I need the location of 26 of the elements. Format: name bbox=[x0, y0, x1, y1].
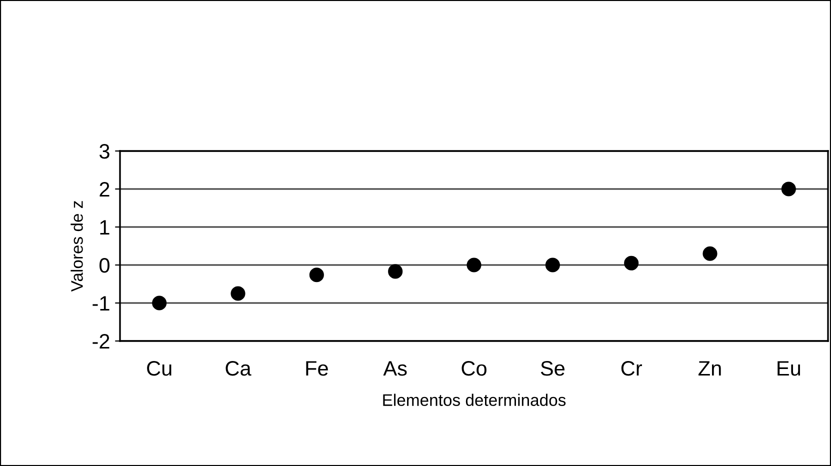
point bbox=[624, 256, 639, 270]
x-tick-label: Cr bbox=[621, 360, 642, 376]
x-tick-label: Co bbox=[462, 360, 486, 376]
point bbox=[781, 182, 796, 196]
y-tick-label: 0 bbox=[100, 258, 110, 273]
point bbox=[466, 258, 482, 272]
y-tick-label: -2 bbox=[92, 334, 110, 349]
x-tick-label: Cu bbox=[147, 360, 172, 376]
x-tick-label: Fe bbox=[306, 361, 328, 376]
point bbox=[152, 296, 167, 310]
x-tick-label: Zn bbox=[698, 361, 721, 376]
point bbox=[309, 268, 324, 282]
point bbox=[702, 246, 718, 261]
point bbox=[545, 258, 560, 272]
y-tick-label: 2 bbox=[100, 182, 110, 197]
point bbox=[388, 264, 403, 279]
x-tick-label: Eu bbox=[778, 361, 800, 376]
x-tick-label: As bbox=[383, 361, 407, 376]
y-tick-label: 3 bbox=[99, 144, 110, 159]
y-tick-label: 1 bbox=[100, 220, 110, 235]
x-tick-label: Se bbox=[540, 360, 564, 376]
point bbox=[230, 286, 246, 301]
x-tick-label: Ca bbox=[226, 360, 252, 376]
y-tick-label: -1 bbox=[92, 296, 110, 311]
y-axis-title: Valores de z bbox=[70, 201, 83, 292]
x-axis-title: Elementos determinados bbox=[383, 394, 566, 406]
